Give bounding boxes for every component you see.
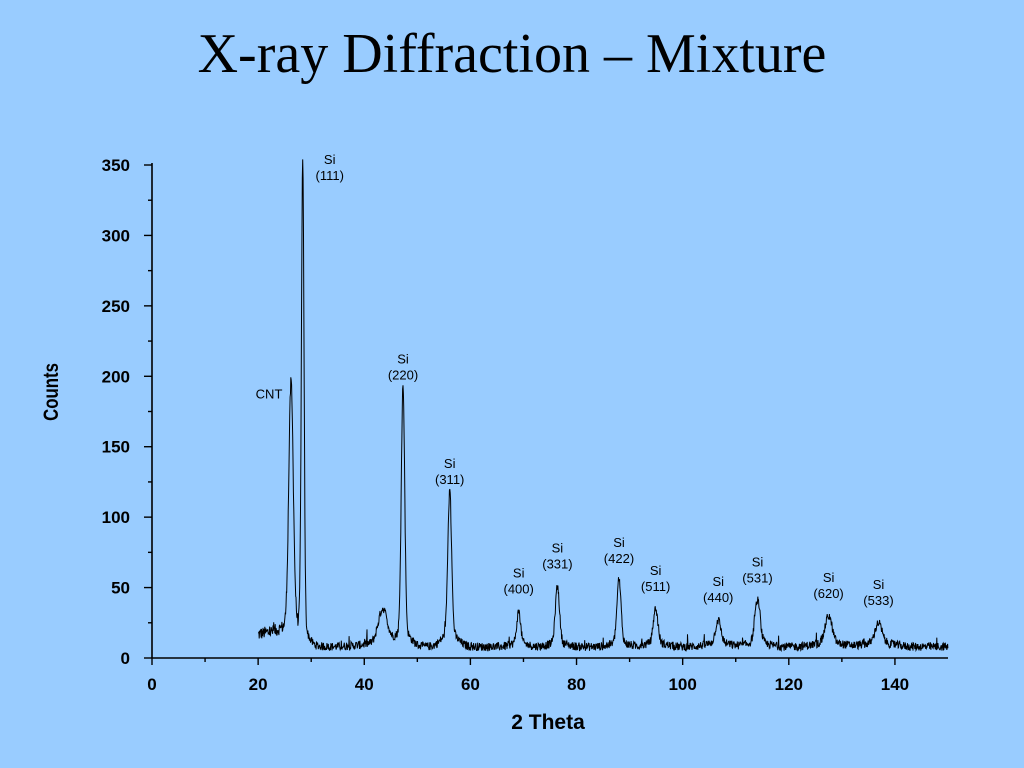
- peak-label: Si (111): [315, 152, 343, 183]
- y-tick-label: 300: [102, 226, 130, 245]
- slide-title: X-ray Diffraction – Mixture: [197, 23, 827, 85]
- peak-label: Si (422): [604, 535, 634, 566]
- y-tick-label: 100: [102, 508, 130, 527]
- y-tick-label: 350: [102, 156, 130, 175]
- x-axis-title: 2 Theta: [511, 711, 585, 734]
- peak-label: Si (220): [388, 352, 418, 383]
- y-tick-label: 200: [102, 367, 130, 386]
- peak-labels: CNT Si (111) Si (220) Si (311) Si (400) Si (331) Si…: [256, 152, 894, 608]
- axes: 0 20 40 60 80 100 120 140 0 50 100 150 200 250 300 350: [102, 156, 948, 694]
- y-tick-label: 0: [121, 649, 130, 668]
- y-axis-title: Counts: [40, 363, 63, 421]
- peak-label: Si (311): [435, 456, 464, 487]
- x-tick-label: 100: [668, 675, 696, 694]
- x-tick-label: 20: [249, 675, 268, 694]
- x-tick-label: 80: [567, 675, 586, 694]
- peak-label: CNT: [256, 386, 283, 401]
- xrd-trace: [257, 159, 949, 653]
- x-tick-label: 40: [355, 675, 374, 694]
- peak-label: Si (331): [542, 540, 572, 571]
- x-tick-label: 60: [461, 675, 480, 694]
- y-tick-label: 50: [111, 579, 130, 598]
- peak-label: Si (533): [863, 577, 893, 608]
- x-tick-label: 120: [775, 675, 803, 694]
- trace-layer: [257, 159, 949, 653]
- peak-label: Si (511): [641, 563, 670, 594]
- peak-label: Si (440): [703, 574, 733, 605]
- peak-label: Si (400): [504, 566, 534, 597]
- y-tick-label: 250: [102, 297, 130, 316]
- x-tick-label: 140: [881, 675, 909, 694]
- y-tick-label: 150: [102, 438, 130, 457]
- peak-label: Si (620): [813, 570, 843, 601]
- peak-label: Si (531): [742, 554, 772, 585]
- x-tick-label: 0: [147, 675, 156, 694]
